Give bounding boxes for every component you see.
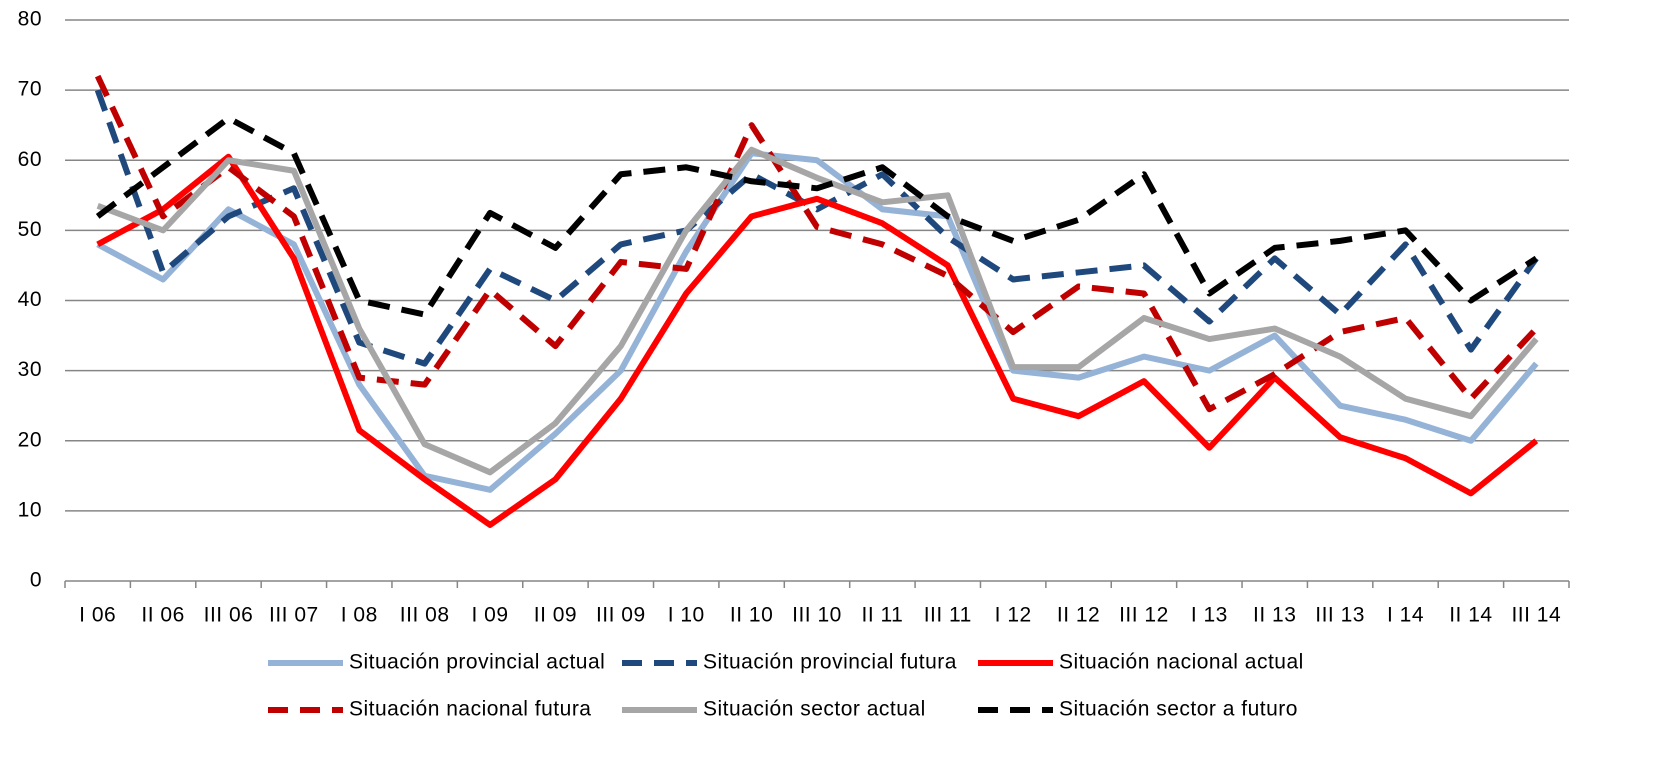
y-tick-label: 50 [18, 218, 42, 241]
x-tick-label: III 11 [924, 604, 972, 627]
x-tick-label: II 09 [534, 604, 577, 627]
y-tick-label: 30 [18, 358, 42, 381]
series-line [96, 153, 1539, 528]
x-tick-label: III 06 [204, 604, 254, 627]
x-tick-label: III 07 [269, 604, 319, 627]
x-tick-label: I 10 [668, 604, 705, 627]
y-tick-label: 80 [18, 8, 42, 31]
y-tick-label: 70 [18, 78, 42, 101]
x-tick-label: II 11 [861, 604, 903, 627]
x-tick-label: II 10 [730, 604, 773, 627]
legend-label: Situación sector actual [703, 698, 926, 721]
x-tick-label: II 12 [1057, 604, 1100, 627]
series-line [94, 74, 1539, 413]
x-tick-label: I 14 [1387, 604, 1424, 627]
y-tick-label: 10 [18, 498, 42, 521]
series-line [94, 89, 1539, 367]
x-tick-label: I 09 [472, 604, 509, 627]
legend-label: Situación provincial futura [703, 651, 957, 674]
x-tick-label: III 09 [596, 604, 646, 627]
series-line [95, 115, 1538, 318]
x-tick-label: II 06 [141, 604, 184, 627]
y-tick-label: 0 [30, 569, 42, 592]
x-tick-label: III 14 [1511, 604, 1561, 627]
legend-label: Situación nacional actual [1059, 651, 1304, 674]
series-line [96, 146, 1539, 476]
x-tick-label: I 12 [995, 604, 1032, 627]
legend-label: Situación sector a futuro [1059, 698, 1298, 721]
y-tick-label: 20 [18, 428, 42, 451]
x-tick-label: III 12 [1119, 604, 1169, 627]
y-tick-label: 60 [18, 148, 42, 171]
x-tick-label: I 08 [341, 604, 378, 627]
x-tick-label: III 08 [400, 604, 450, 627]
x-tick-label: II 14 [1449, 604, 1492, 627]
y-tick-label: 40 [18, 288, 42, 311]
x-tick-label: III 10 [792, 604, 842, 627]
x-tick-label: I 13 [1191, 604, 1228, 627]
x-tick-label: III 13 [1315, 604, 1365, 627]
legend-label: Situación provincial actual [349, 651, 605, 674]
legend-label: Situación nacional futura [349, 698, 592, 721]
x-tick-label: I 06 [79, 604, 116, 627]
x-tick-label: II 13 [1253, 604, 1296, 627]
